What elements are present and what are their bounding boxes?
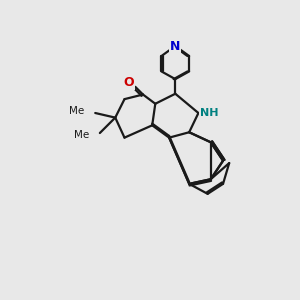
Text: O: O	[124, 76, 134, 89]
Text: Me: Me	[74, 130, 89, 140]
Text: NH: NH	[200, 108, 218, 118]
Text: N: N	[170, 40, 181, 52]
Text: Me: Me	[69, 106, 85, 116]
